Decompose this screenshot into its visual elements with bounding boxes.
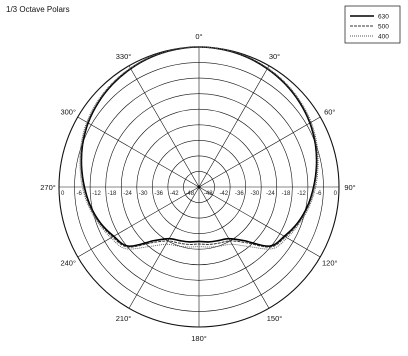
- radial-axis-labels: 0 0-6 -6-12 -12-18 -18-24 -24-30 -30-36 -36-42-…: [61, 191, 338, 197]
- series-line-630: [80, 46, 318, 247]
- radial-tick-label: -48: [204, 191, 213, 197]
- radial-tick-label: -48: [185, 191, 194, 197]
- radial-tick-label: -12: [297, 191, 306, 197]
- angle-tick-label: 300°: [60, 108, 76, 117]
- series-line-500: [80, 46, 318, 248]
- radial-tick-label: -6: [77, 191, 83, 197]
- legend-label: 400: [378, 34, 389, 41]
- radial-tick-label: -42: [219, 191, 228, 197]
- angle-tick-label: 120°: [322, 259, 338, 268]
- radial-tick-label: -42: [170, 191, 179, 197]
- polar-grid: [58, 46, 340, 328]
- grid-spoke: [77, 116, 200, 188]
- grid-spoke: [198, 65, 270, 188]
- radial-tick-label: -12: [92, 191, 101, 197]
- radial-tick-label: -30: [139, 191, 148, 197]
- grid-spoke: [198, 186, 321, 258]
- angle-tick-label: 180°: [191, 334, 207, 343]
- radial-tick-label: -18: [108, 191, 117, 197]
- legend-box: [344, 5, 401, 44]
- radial-tick-label: 0: [61, 191, 65, 197]
- grid-spoke: [198, 116, 321, 188]
- grid-spoke: [128, 186, 200, 309]
- radial-tick-label: -18: [282, 191, 291, 197]
- angle-tick-label: 0°: [195, 32, 202, 41]
- angle-tick-label: 240°: [60, 259, 76, 268]
- angle-axis-labels: 0° 30° 60° 90° 120° 150° 180° 210° 240° 270° 300° 3…: [40, 32, 355, 343]
- grid-spoke: [77, 186, 200, 258]
- angle-tick-label: 210°: [116, 314, 132, 323]
- legend-label: 500: [378, 24, 389, 31]
- radial-tick-label: -30: [251, 191, 260, 197]
- radial-tick-label: -6: [316, 191, 322, 197]
- series-layer: [79, 46, 319, 250]
- angle-tick-label: 90°: [344, 183, 355, 192]
- center-dot: [197, 185, 201, 189]
- grid-spoke: [128, 65, 200, 188]
- radial-tick-label: -24: [266, 191, 275, 197]
- radial-tick-label: -36: [154, 191, 163, 197]
- chart-title: 1/3 Octave Polars: [6, 5, 70, 14]
- radial-tick-label: 0: [334, 191, 338, 197]
- angle-tick-label: 60°: [324, 108, 335, 117]
- grid-spoke: [198, 186, 270, 309]
- angle-tick-label: 150°: [267, 314, 283, 323]
- legend: 630 500 400: [344, 5, 401, 44]
- radial-tick-label: -36: [235, 191, 244, 197]
- angle-tick-label: 30°: [269, 52, 280, 61]
- series-line-400: [79, 46, 319, 250]
- legend-label: 630: [378, 14, 389, 21]
- radial-tick-label: -24: [123, 191, 132, 197]
- angle-tick-label: 270°: [40, 183, 56, 192]
- angle-tick-label: 330°: [116, 52, 132, 61]
